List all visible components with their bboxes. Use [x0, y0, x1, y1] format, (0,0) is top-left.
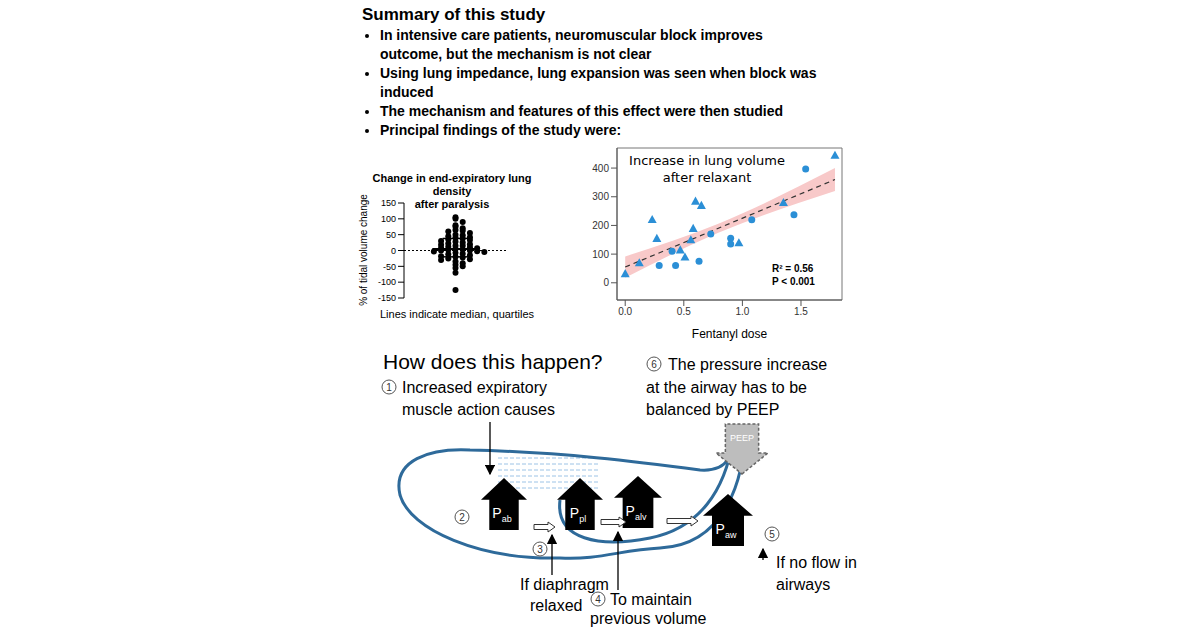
- svg-text:0.0: 0.0: [618, 306, 632, 317]
- svg-text:6: 6: [651, 359, 657, 370]
- svg-text:3: 3: [537, 544, 543, 555]
- html-text:The mechanism and features of: The mechanism and features of this effec…: [380, 103, 783, 119]
- svg-text:muscle action causes: muscle action causes: [402, 401, 555, 418]
- svg-text:1: 1: [386, 382, 392, 393]
- html-text:after relaxant: after relaxant: [662, 170, 752, 185]
- svg-text:Fentanyl dose: Fentanyl dose: [692, 327, 768, 341]
- html-text:P < 0.001: P < 0.001: [772, 276, 815, 287]
- svg-text:The pressure increase: The pressure increase: [668, 356, 827, 373]
- svg-text:0: 0: [391, 246, 396, 256]
- svg-text:300: 300: [592, 191, 609, 202]
- svg-text:0.5: 0.5: [677, 306, 691, 317]
- html-text:Increase in lung volume: Increase in lung volume: [629, 153, 785, 168]
- svg-text:400: 400: [592, 163, 609, 174]
- html-text:R² = 0.56: R² = 0.56: [772, 263, 814, 274]
- svg-text:2: 2: [459, 512, 465, 523]
- svg-text:-150: -150: [378, 293, 396, 303]
- svg-text:100: 100: [592, 249, 609, 260]
- svg-text:If diaphragm: If diaphragm: [520, 576, 609, 593]
- svg-text:Pab: Pab: [492, 505, 511, 524]
- html-text:Change in end-expiratory lung: Change in end-expiratory lung density: [372, 172, 532, 197]
- svg-text:200: 200: [592, 220, 609, 231]
- svg-text:If no flow in: If no flow in: [776, 554, 857, 571]
- svg-text:previous volume: previous volume: [590, 610, 707, 627]
- html-text:Lines indicate median, quartil: Lines indicate median, quartiles: [380, 308, 535, 320]
- svg-text:Ppl: Ppl: [570, 505, 586, 524]
- svg-text:1.5: 1.5: [794, 306, 808, 317]
- svg-text:How does this happen?: How does this happen?: [383, 350, 603, 373]
- svg-text:To maintain: To maintain: [610, 591, 692, 608]
- svg-text:4: 4: [595, 594, 601, 605]
- svg-text:50: 50: [386, 230, 396, 240]
- svg-text:150: 150: [381, 198, 396, 208]
- svg-text:PEEP: PEEP: [730, 433, 754, 443]
- svg-text:Increased expiratory: Increased expiratory: [402, 379, 547, 396]
- svg-text:balanced by PEEP: balanced by PEEP: [646, 401, 779, 418]
- html-text:Principal findings of the stud: Principal findings of the study were:: [380, 122, 622, 138]
- svg-text:Paw: Paw: [716, 521, 737, 540]
- svg-text:relaxed: relaxed: [530, 597, 582, 614]
- svg-text:at the airway has to be: at the airway has to be: [646, 379, 807, 396]
- svg-text:-100: -100: [378, 277, 396, 287]
- svg-text:-50: -50: [383, 262, 396, 272]
- html-text:Summary of this study: Summary of this study: [362, 5, 546, 24]
- html-text:after paralysis: after paralysis: [414, 198, 490, 210]
- svg-text:airways: airways: [776, 576, 830, 593]
- svg-text:5: 5: [769, 529, 775, 540]
- html-text:In intensive care patients, ne: In intensive care patients, neuromuscula…: [380, 27, 763, 62]
- svg-text:Palv: Palv: [626, 503, 647, 522]
- html-text:% of tidal volume change: % of tidal volume change: [357, 194, 369, 306]
- svg-text:0: 0: [603, 277, 609, 288]
- svg-text:100: 100: [381, 214, 396, 224]
- svg-text:1.0: 1.0: [735, 306, 749, 317]
- html-text:Using lung impedance, lung exp: Using lung impedance, lung expansion was…: [380, 65, 817, 100]
